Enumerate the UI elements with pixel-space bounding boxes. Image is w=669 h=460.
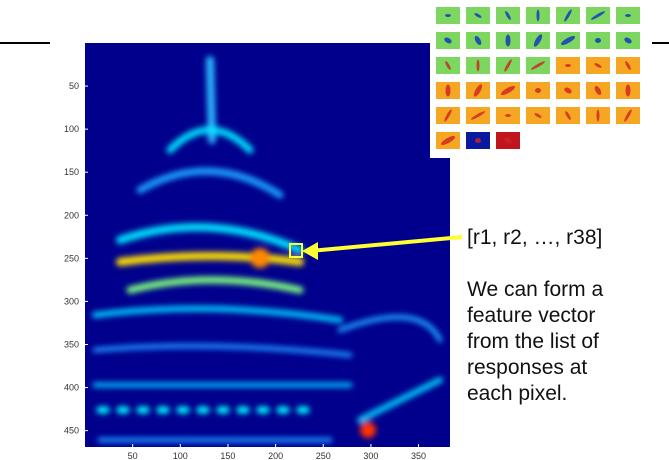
filter-kernel	[474, 35, 482, 46]
y-tick-label: 400	[64, 383, 79, 393]
description-line: responses at	[467, 356, 587, 379]
filter-kernel	[594, 63, 602, 68]
filter-kernel	[504, 137, 512, 144]
filter-kernel	[473, 84, 483, 97]
y-tick-label: 350	[64, 339, 79, 349]
filter-kernel	[505, 114, 511, 117]
filter-kernel	[624, 109, 632, 122]
filter-kernel	[560, 35, 576, 46]
y-tick-label: 200	[64, 210, 79, 220]
x-tick-label: 250	[316, 451, 331, 460]
description-line: from the list of	[467, 330, 599, 353]
x-tick-label: 200	[268, 451, 283, 460]
filter-kernel	[445, 84, 451, 97]
axes: 50 100 150 200 250 300 350 50 100 150 200 250 300 350…	[64, 81, 426, 460]
filter-kernel	[531, 61, 545, 70]
filter-kernel	[476, 59, 480, 72]
filter-kernel	[534, 113, 542, 118]
filter-kernel	[445, 61, 451, 70]
filter-kernel	[595, 38, 601, 43]
description-line: We can form a	[467, 278, 603, 301]
y-tick-label: 450	[64, 426, 79, 436]
x-tick-label: 50	[128, 451, 138, 460]
filter-kernel	[625, 14, 631, 17]
description-line: each pixel.	[467, 382, 567, 405]
y-tick-label: 300	[64, 296, 79, 306]
filter-kernel	[564, 87, 572, 94]
y-tick-label: 250	[64, 253, 79, 263]
filter-kernel	[505, 11, 511, 20]
arrow	[309, 235, 463, 253]
x-tick-label: 350	[411, 451, 426, 460]
filter-kernel	[535, 88, 541, 93]
filter-bank	[430, 0, 652, 158]
filter-kernel	[596, 109, 600, 122]
filter-kernel	[591, 11, 605, 20]
y-tick-label: 50	[69, 81, 79, 91]
filter-kernel	[445, 14, 451, 17]
filter-kernel	[471, 111, 485, 120]
filter-kernel	[500, 85, 516, 96]
filter-kernel	[564, 9, 572, 22]
arrow-head	[302, 242, 318, 260]
description: We can form a feature vector from the list…	[467, 278, 603, 405]
filter-kernel	[536, 9, 540, 22]
y-tick-label: 100	[64, 124, 79, 134]
description-line: feature vector	[467, 304, 595, 327]
filter-kernel	[440, 135, 456, 146]
x-tick-label: 100	[173, 451, 188, 460]
filter-kernel	[594, 85, 602, 96]
filter-kernel	[504, 59, 512, 72]
filter-kernel	[624, 37, 632, 44]
x-tick-label: 300	[363, 451, 378, 460]
pixel-marker	[289, 243, 303, 258]
filter-kernel	[475, 138, 481, 143]
y-tick-label: 150	[64, 167, 79, 177]
filter-kernel	[533, 34, 543, 47]
x-tick-label: 150	[220, 451, 235, 460]
response-vector: [r1, r2, …, r38]	[467, 226, 602, 249]
filter-kernel	[565, 64, 571, 67]
filter-kernel	[444, 37, 452, 44]
filter-kernel	[444, 109, 452, 122]
filter-kernel	[505, 34, 511, 47]
filter-kernel	[565, 111, 571, 120]
filter-kernel	[625, 61, 631, 70]
filter-kernel	[474, 13, 482, 18]
filter-kernel	[625, 84, 631, 97]
